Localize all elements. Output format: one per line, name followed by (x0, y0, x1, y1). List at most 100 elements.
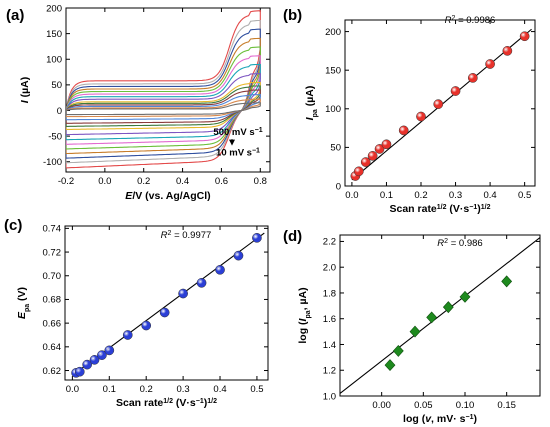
panel-label: (a) (6, 7, 24, 24)
x-tick-label: 0.05 (414, 400, 433, 411)
data-point (233, 250, 244, 261)
panel-label: (b) (283, 7, 302, 24)
x-tick-label: 0.15 (497, 400, 516, 411)
fit-line (340, 237, 540, 394)
panel-a: -0.2 0.0 0.2 0.4 0.6 0.8 -100 -50 0 50 100 150 200 (a… (6, 3, 271, 202)
data-point (141, 320, 152, 331)
cv-curve-10 (66, 102, 261, 116)
y-tick-label: 1.8 (323, 288, 336, 299)
data-point (381, 139, 392, 150)
annotation-500: 500 mV s−1 (213, 127, 262, 139)
y-tick-label: -50 (48, 131, 62, 142)
data-point (384, 359, 396, 372)
x-tick-label: 0.10 (456, 400, 475, 411)
data-point (459, 290, 471, 303)
x-tick-label: 0.0 (66, 384, 79, 395)
y-tick-label: 0.66 (43, 318, 62, 329)
x-tick-label: 0.3 (449, 190, 462, 201)
panel-label: (c) (4, 217, 22, 234)
x-tick-label: 0.4 (483, 190, 496, 201)
y-tick-label: 0.70 (43, 271, 62, 282)
x-tick-label: -0.2 (58, 176, 74, 187)
x-tick-label: 0.5 (518, 190, 531, 201)
data-point (97, 350, 107, 360)
y-tick-label: 100 (325, 104, 341, 115)
panel-b: 0.0 0.1 0.2 0.3 0.4 0.5 0 50 100 150 200 (b) R2 = 0.… (283, 7, 536, 215)
y-tick-label: 2.2 (323, 237, 336, 248)
y-tick-label: 200 (325, 27, 341, 38)
x-axis-label: E/V (vs. Ag/AgCl) (125, 190, 210, 202)
y-tick-label: 100 (46, 55, 62, 66)
x-tick-label: 0.6 (215, 176, 228, 187)
y-tick-label: 0 (336, 181, 341, 192)
y-tick-label: 0.68 (43, 295, 62, 306)
x-tick-label: 0.2 (414, 190, 427, 201)
data-point (122, 330, 133, 340)
x-axis-label: Scan rate1/2 (V·s−1)1/2 (116, 397, 217, 409)
y-tick-label: 50 (330, 143, 341, 154)
x-tick-label: 0.1 (103, 384, 116, 395)
y-axis-label: Epa (V) (16, 287, 31, 319)
y-tick-label: 1.0 (323, 391, 336, 402)
y-axis-label: I (µA) (19, 77, 31, 103)
y-tick-label: 150 (325, 65, 341, 76)
y-tick-label: 0 (57, 106, 62, 117)
x-tick-label: 0.4 (176, 176, 189, 187)
data-point (74, 366, 85, 377)
y-tick-label: 150 (46, 29, 62, 40)
x-tick-label: 0.8 (254, 176, 267, 187)
annotation-10: 10 mV s−1 (216, 147, 260, 159)
x-tick-label: 0.00 (372, 400, 391, 411)
y-axis-label: log (Ipa, µA) (297, 287, 312, 343)
x-tick-label: 0.4 (213, 384, 226, 395)
data-point (409, 325, 421, 338)
data-point (519, 31, 530, 42)
data-point (178, 288, 188, 299)
x-axis-label: Scan rate1/2 (V·s−1)1/2 (390, 203, 491, 215)
plot-frame (65, 7, 271, 173)
cv-curves (66, 10, 261, 169)
data-point (433, 99, 444, 110)
plot-frame (339, 234, 541, 397)
x-tick-label: 0.5 (250, 384, 263, 395)
x-tick-label: 0.1 (380, 190, 393, 201)
data-point (353, 166, 364, 177)
data-point (416, 111, 426, 122)
data-point (501, 275, 513, 288)
y-tick-label: 0.72 (43, 247, 62, 258)
data-point (467, 73, 478, 83)
panel-d: 0.00 0.05 0.10 0.15 1.0 1.2 1.4 1.6 1.8 2.0 2.2 (d)… (283, 228, 541, 425)
x-tick-label: 0.3 (176, 384, 189, 395)
data-point (392, 344, 404, 357)
data-point (252, 232, 262, 243)
data-point (450, 86, 461, 96)
data-point (159, 307, 170, 318)
x-tick-label: 0.0 (98, 176, 111, 187)
y-axis-label: Ipa (µA) (304, 86, 319, 121)
r-squared-label: R2 = 0.9986 (445, 15, 496, 27)
y-tick-label: -100 (43, 157, 62, 168)
data-point (426, 311, 438, 324)
data-point (367, 151, 378, 161)
data-point (196, 278, 207, 288)
data-point (442, 301, 454, 314)
data-point (485, 59, 495, 69)
y-tick-label: 1.4 (323, 340, 336, 351)
data-point (82, 359, 92, 370)
y-tick-label: 50 (51, 80, 62, 91)
data-point (374, 144, 385, 154)
data-point (89, 355, 100, 365)
r-squared-label: R2 = 0.9977 (161, 230, 212, 242)
data-point (398, 125, 409, 136)
x-axis-label: log (v, mV· s−1) (403, 413, 477, 425)
y-tick-label: 0.74 (43, 224, 62, 235)
y-tick-label: 200 (46, 3, 62, 14)
y-tick-label: 2.0 (323, 263, 336, 274)
x-tick-label: 0.2 (137, 176, 150, 187)
data-point (215, 264, 225, 275)
plot-frame (64, 225, 269, 381)
x-tick-label: 0.2 (140, 384, 153, 395)
x-tick-label: 0.0 (345, 190, 358, 201)
data-point (502, 46, 513, 56)
